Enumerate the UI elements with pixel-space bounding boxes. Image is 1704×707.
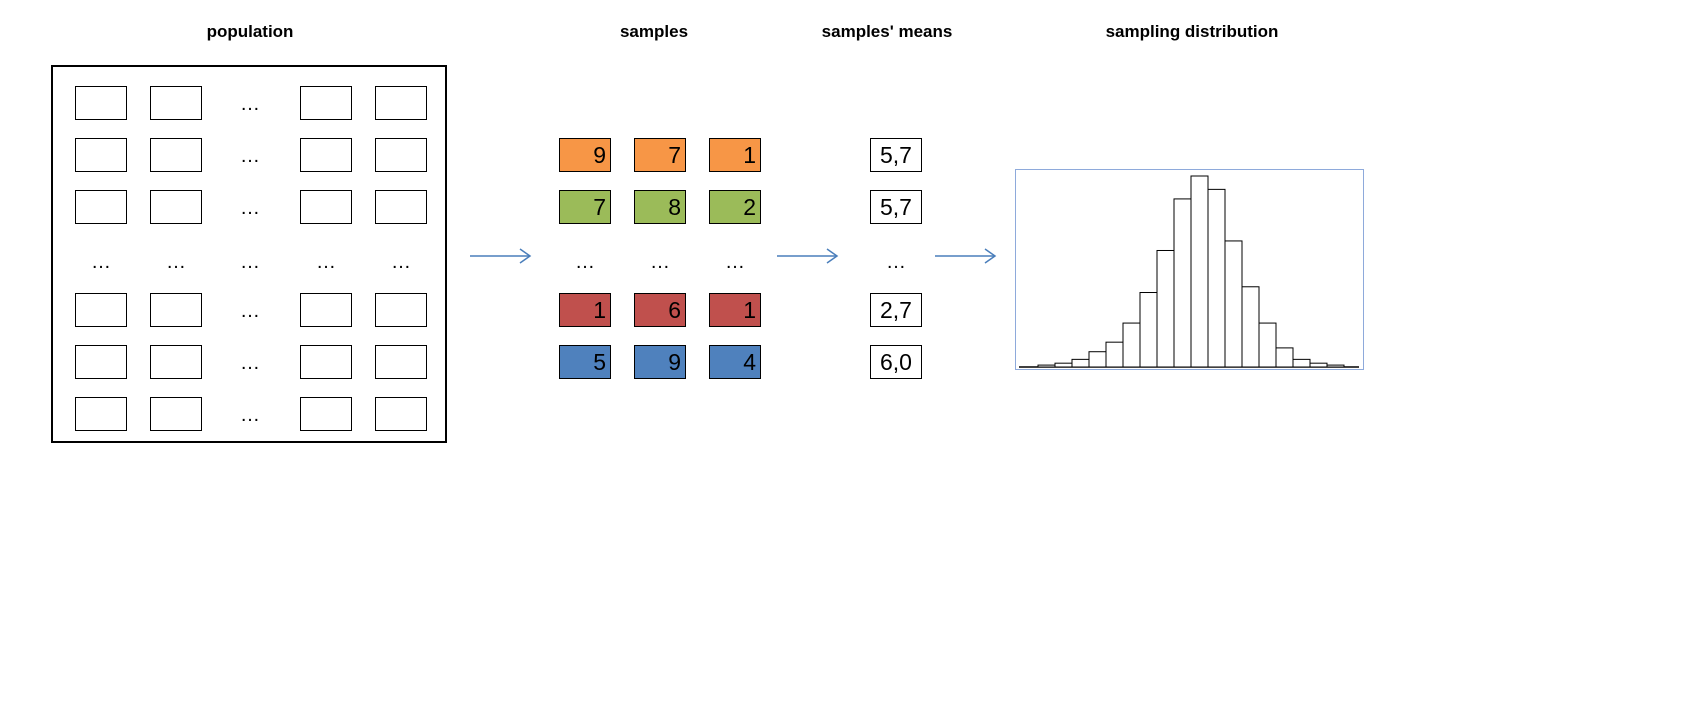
population-cell	[375, 190, 427, 224]
population-cell	[150, 190, 202, 224]
population-title: population	[206, 22, 294, 41]
ellipsis: …	[240, 197, 260, 219]
ellipsis: …	[725, 251, 745, 273]
population-cell	[75, 138, 127, 172]
population-cell	[375, 86, 427, 120]
population-cell	[75, 293, 127, 327]
sample-value-cell: 7	[634, 138, 686, 172]
population-cell	[150, 138, 202, 172]
sample-value-cell: 6	[634, 293, 686, 327]
histogram-bar	[1173, 198, 1192, 368]
population-cell	[75, 397, 127, 431]
histogram-bar	[1190, 175, 1209, 368]
ellipsis: …	[240, 251, 260, 273]
population-cell	[300, 86, 352, 120]
histogram-bar	[1258, 322, 1277, 368]
histogram-bar	[1037, 364, 1056, 368]
population-cell	[375, 293, 427, 327]
ellipsis: …	[166, 251, 186, 273]
sample-value-cell: 9	[634, 345, 686, 379]
sample-value-cell: 1	[709, 293, 761, 327]
ellipsis: …	[886, 251, 906, 273]
ellipsis: …	[240, 404, 260, 426]
histogram-bar	[1105, 341, 1124, 368]
sample-value-cell: 1	[559, 293, 611, 327]
population-cell	[150, 293, 202, 327]
ellipsis: …	[240, 93, 260, 115]
population-cell	[375, 397, 427, 431]
population-cell	[75, 345, 127, 379]
histogram-bar	[1054, 362, 1073, 368]
population-cell	[300, 190, 352, 224]
population-cell	[150, 397, 202, 431]
population-cell	[150, 345, 202, 379]
population-frame	[51, 65, 447, 443]
sampling-distribution-title: sampling distribution	[1105, 22, 1279, 41]
sample-value-cell: 7	[559, 190, 611, 224]
arrow-icon	[935, 248, 997, 264]
population-cell	[375, 138, 427, 172]
sample-value-cell: 5	[559, 345, 611, 379]
arrow-icon	[777, 248, 839, 264]
population-cell	[300, 397, 352, 431]
population-cell	[150, 86, 202, 120]
sample-value-cell: 4	[709, 345, 761, 379]
population-cell	[300, 345, 352, 379]
histogram-bar	[1156, 249, 1175, 368]
sample-mean-cell: 5,7	[870, 138, 922, 172]
ellipsis: …	[240, 300, 260, 322]
histogram-bar	[1241, 286, 1260, 368]
histogram-bar	[1088, 351, 1107, 368]
histogram-bar	[1326, 364, 1345, 368]
histogram-bar	[1207, 188, 1226, 368]
population-cell	[375, 345, 427, 379]
ellipsis: …	[91, 251, 111, 273]
population-cell	[300, 293, 352, 327]
histogram-bar	[1292, 358, 1311, 368]
arrow-icon	[470, 248, 532, 264]
sample-mean-cell: 6,0	[870, 345, 922, 379]
sample-mean-cell: 5,7	[870, 190, 922, 224]
samples-title: samples	[619, 22, 689, 41]
population-cell	[75, 86, 127, 120]
population-cell	[300, 138, 352, 172]
histogram-bar	[1139, 292, 1158, 368]
ellipsis: …	[650, 251, 670, 273]
sample-mean-cell: 2,7	[870, 293, 922, 327]
histogram-frame	[1015, 169, 1364, 370]
histogram-bar	[1275, 347, 1294, 368]
samples-means-title: samples' means	[821, 22, 953, 41]
histogram-bar	[1071, 358, 1090, 368]
histogram-bar	[1122, 322, 1141, 368]
ellipsis: …	[391, 251, 411, 273]
histogram-bar	[1309, 362, 1328, 368]
sample-value-cell: 9	[559, 138, 611, 172]
sample-value-cell: 8	[634, 190, 686, 224]
histogram-bar	[1224, 240, 1243, 368]
sampling-distribution-histogram	[1019, 175, 1359, 368]
ellipsis: …	[240, 145, 260, 167]
sample-value-cell: 1	[709, 138, 761, 172]
ellipsis: …	[240, 352, 260, 374]
population-cell	[75, 190, 127, 224]
ellipsis: …	[575, 251, 595, 273]
sample-value-cell: 2	[709, 190, 761, 224]
ellipsis: …	[316, 251, 336, 273]
